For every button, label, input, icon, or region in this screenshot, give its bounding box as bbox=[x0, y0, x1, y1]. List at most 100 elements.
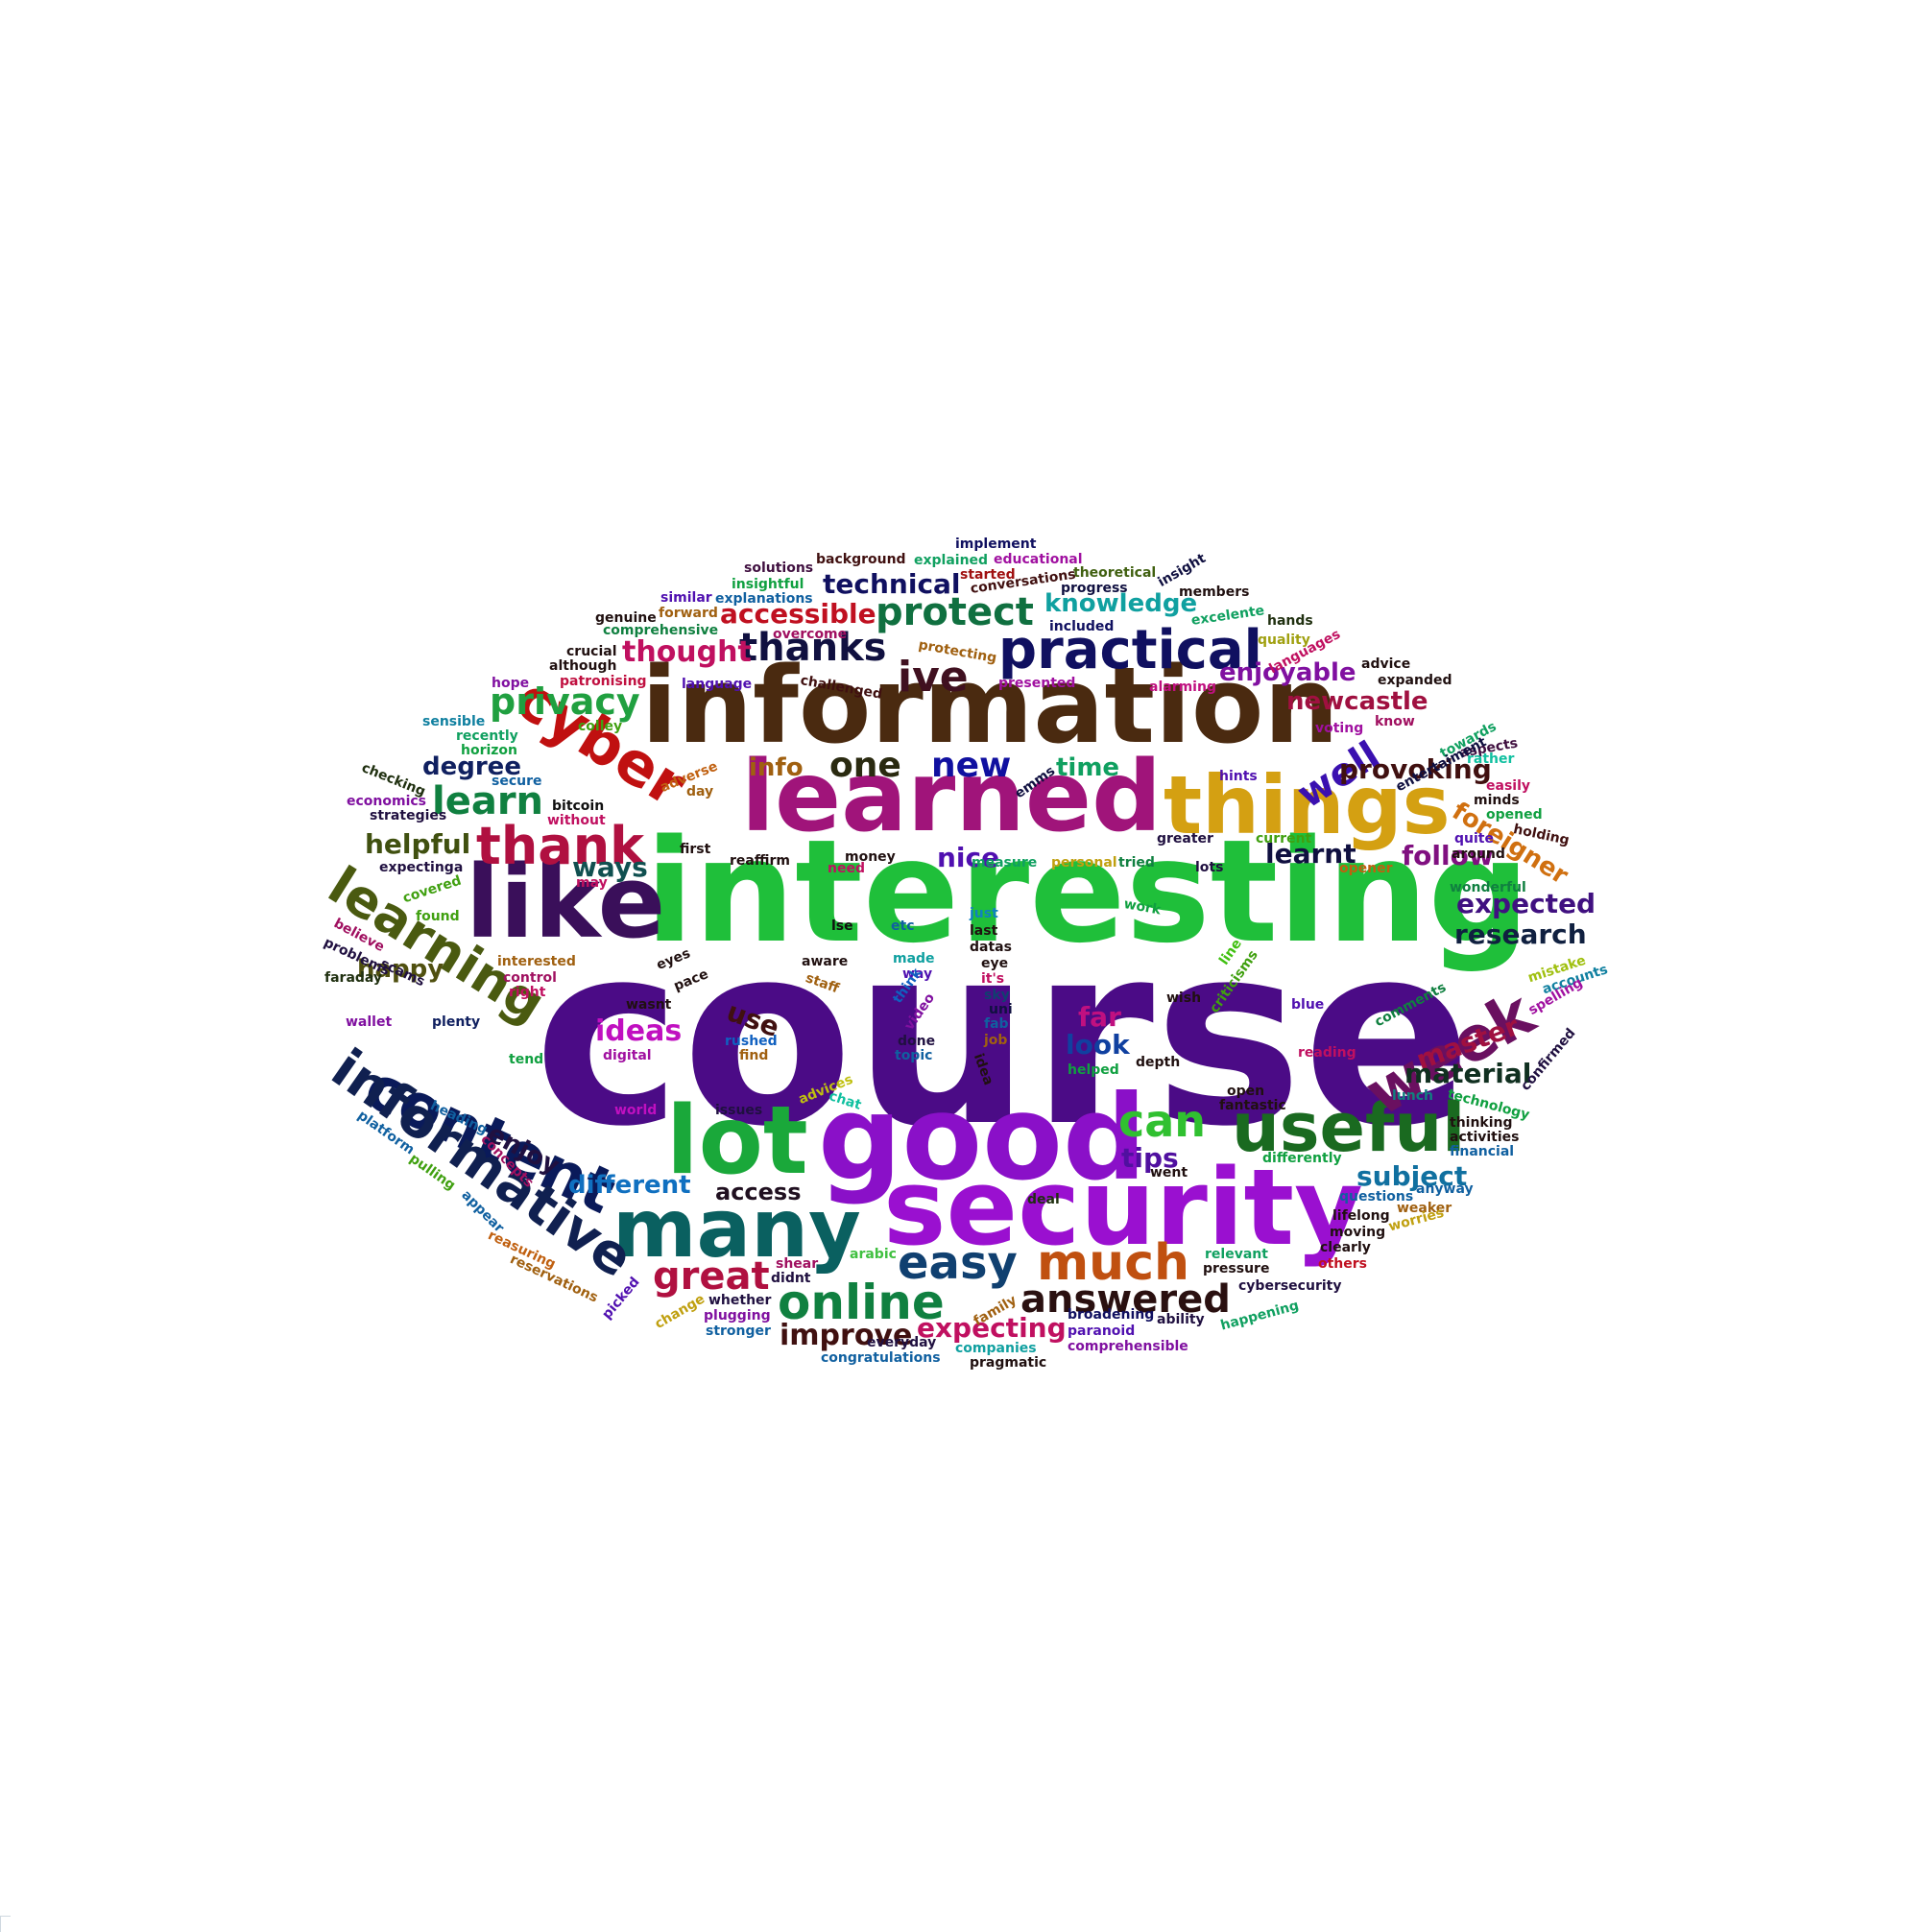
word-interested: interested bbox=[497, 954, 576, 969]
word-hope: hope bbox=[492, 676, 530, 691]
word-depth: depth bbox=[1136, 1055, 1181, 1070]
word-sky: sky bbox=[984, 988, 1010, 1003]
word-done: done bbox=[898, 1034, 936, 1049]
word-thank: thank bbox=[476, 816, 645, 876]
word-world: world bbox=[614, 1103, 658, 1118]
word-minds: minds bbox=[1474, 793, 1520, 808]
word-first: first bbox=[680, 842, 711, 857]
word-rather: rather bbox=[1467, 751, 1515, 767]
word-lifelong: lifelong bbox=[1332, 1208, 1390, 1224]
word-educational: educational bbox=[994, 552, 1083, 567]
word-issues: issues bbox=[715, 1103, 763, 1118]
word-lot: lot bbox=[666, 1086, 808, 1196]
word-genuine: genuine bbox=[595, 610, 657, 626]
word-interesting: interesting bbox=[645, 809, 1530, 974]
word-comprehensible: comprehensible bbox=[1068, 1339, 1188, 1354]
word-quality: quality bbox=[1258, 632, 1310, 648]
word-greater: greater bbox=[1157, 831, 1213, 847]
word-sensible: sensible bbox=[422, 714, 486, 729]
word-clearly: clearly bbox=[1320, 1240, 1371, 1255]
word-last: last bbox=[970, 923, 998, 939]
word-personal: personal bbox=[1051, 855, 1117, 871]
word-ideas: ideas bbox=[595, 1014, 683, 1048]
word-wasnt: wasnt bbox=[626, 997, 672, 1013]
word-happy: happy bbox=[357, 955, 444, 984]
word-although: although bbox=[549, 658, 617, 674]
word-expanded: expanded bbox=[1378, 673, 1452, 688]
word-technical: technical bbox=[823, 568, 961, 600]
word-things: things bbox=[1164, 758, 1451, 852]
word-info: info bbox=[749, 753, 804, 782]
word-eye: eye bbox=[981, 956, 1009, 971]
word-explained: explained bbox=[914, 553, 989, 568]
word-horizon: horizon bbox=[461, 743, 518, 758]
word-many: many bbox=[612, 1181, 861, 1276]
word-information: information bbox=[641, 644, 1339, 767]
word-comprehensive: comprehensive bbox=[603, 623, 719, 638]
word-know: know bbox=[1375, 714, 1415, 729]
word-questions: questions bbox=[1339, 1189, 1414, 1205]
word-happening: happening bbox=[1218, 1298, 1301, 1334]
word-right: right bbox=[509, 985, 546, 1000]
word-wallet: wallet bbox=[346, 1014, 393, 1030]
word-opener: opener bbox=[1339, 861, 1393, 876]
word-much: much bbox=[1037, 1234, 1190, 1292]
word-pragmatic: pragmatic bbox=[970, 1355, 1047, 1371]
word-look: look bbox=[1066, 1029, 1130, 1061]
word-stronger: stronger bbox=[706, 1324, 771, 1339]
word-members: members bbox=[1179, 584, 1250, 600]
word-differently: differently bbox=[1262, 1151, 1342, 1166]
word-progress: progress bbox=[1061, 581, 1128, 596]
word-helped: helped bbox=[1068, 1062, 1119, 1078]
word-new: new bbox=[931, 746, 1012, 785]
word-congratulations: congratulations bbox=[821, 1350, 941, 1366]
word-made: made bbox=[893, 951, 935, 966]
word-far: far bbox=[1078, 1001, 1121, 1033]
word-implement: implement bbox=[955, 537, 1037, 552]
word-security: security bbox=[883, 1146, 1363, 1269]
word-job: job bbox=[984, 1033, 1008, 1048]
word-thanks: thanks bbox=[739, 626, 887, 670]
word-alarming: alarming bbox=[1149, 680, 1216, 695]
word-lots: lots bbox=[1195, 860, 1224, 875]
word-material: material bbox=[1404, 1058, 1532, 1089]
word-presented: presented bbox=[998, 676, 1076, 691]
word-course: course bbox=[534, 892, 1473, 1181]
word-research: research bbox=[1454, 918, 1587, 950]
word-didnt: didnt bbox=[771, 1271, 811, 1286]
word-online: online bbox=[778, 1275, 945, 1330]
word-one: one bbox=[829, 746, 901, 785]
word-topic: topic bbox=[895, 1048, 933, 1063]
word-enjoyable: enjoyable bbox=[1219, 658, 1356, 687]
word-faraday: faraday bbox=[324, 970, 383, 986]
word-companies: companies bbox=[955, 1341, 1037, 1356]
word-good: good bbox=[818, 1070, 1147, 1206]
word-easily: easily bbox=[1486, 778, 1530, 794]
word-nice: nice bbox=[937, 842, 1000, 873]
word-learn: learn bbox=[432, 779, 544, 823]
word-opened: opened bbox=[1486, 807, 1543, 823]
word-bitcoin: bitcoin bbox=[552, 799, 605, 814]
word-newcastle: newcastle bbox=[1286, 687, 1428, 716]
word-found: found bbox=[416, 909, 460, 924]
word-covered: covered bbox=[400, 872, 464, 907]
word-secure: secure bbox=[492, 774, 542, 789]
word-theoretical: theoretical bbox=[1073, 565, 1157, 581]
word-tried: tried bbox=[1118, 855, 1155, 871]
word-degree: degree bbox=[422, 752, 521, 781]
word-provoking: provoking bbox=[1339, 753, 1492, 785]
word-protect: protect bbox=[876, 590, 1034, 634]
word-started: started bbox=[960, 567, 1016, 583]
word-knowledge: knowledge bbox=[1044, 589, 1198, 618]
word-paranoid: paranoid bbox=[1068, 1324, 1136, 1339]
word-weaker: weaker bbox=[1397, 1201, 1452, 1216]
word-insightful: insightful bbox=[732, 577, 804, 592]
word-day: day bbox=[686, 784, 714, 799]
word-privacy: privacy bbox=[490, 680, 640, 723]
word-way: way bbox=[902, 966, 933, 982]
word-time: time bbox=[1056, 753, 1120, 782]
word-voting: voting bbox=[1315, 721, 1364, 736]
word-cybersecurity: cybersecurity bbox=[1238, 1278, 1342, 1294]
word-economics: economics bbox=[347, 794, 427, 809]
